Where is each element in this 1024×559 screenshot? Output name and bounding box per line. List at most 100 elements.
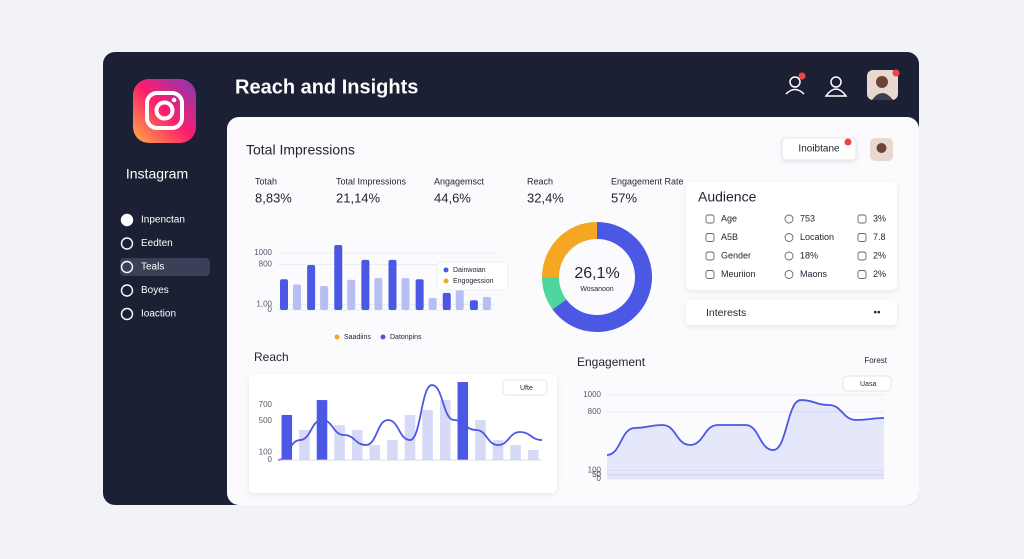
audience-icon — [784, 270, 794, 279]
engagement-title: Engagement — [577, 355, 646, 369]
legend-dot — [443, 278, 449, 284]
legend-label: Datonpins — [390, 334, 422, 341]
bar — [492, 440, 504, 460]
bar — [374, 278, 383, 310]
nav-item[interactable]: Inpenctan — [141, 215, 185, 226]
y-tick-label: 50 — [592, 470, 601, 479]
bar — [401, 278, 410, 310]
audience-card — [686, 182, 897, 290]
bar — [334, 425, 345, 460]
nav-item[interactable]: Boyes — [141, 285, 169, 296]
interests-card[interactable] — [686, 300, 897, 325]
stat-value: 8,83% — [255, 190, 292, 205]
stat-label: Angagemsct — [434, 176, 485, 186]
nav-icon — [120, 284, 134, 297]
audience-cell: 753 — [800, 213, 815, 223]
stat-label: Reach — [527, 176, 553, 186]
engagement-corner-label: Forest — [864, 356, 887, 365]
reach-dropdown[interactable] — [502, 379, 548, 396]
audience-cell: Gender — [721, 250, 751, 260]
y-tick-label: 100 — [588, 466, 602, 475]
bar — [527, 450, 539, 460]
nav-icon — [120, 260, 134, 274]
app-name: Instagram — [126, 166, 188, 182]
bar — [475, 420, 486, 460]
y-tick-label: 500 — [259, 416, 273, 425]
notification-dot — [892, 69, 900, 77]
interests-title: Interests — [706, 307, 746, 319]
y-tick-label: 1000 — [583, 390, 601, 399]
reach-title: Reach — [254, 350, 289, 364]
y-tick-label: 800 — [588, 407, 602, 416]
engagement-line — [606, 399, 885, 456]
section-title: Total Impressions — [246, 142, 355, 158]
nav-icon — [120, 213, 134, 227]
stat-label: Engagement Rate — [611, 176, 684, 186]
stat-value: 21,14% — [336, 190, 381, 205]
donut-value: 26,1% — [574, 265, 619, 282]
bar — [442, 292, 451, 310]
legend-label: Dainwoian — [453, 267, 486, 274]
bar — [293, 284, 301, 310]
stat-value: 44,6% — [434, 190, 471, 205]
audience-icon — [705, 214, 715, 224]
bar — [415, 279, 424, 310]
audience-icon — [857, 251, 867, 261]
engagement-dropdown[interactable] — [842, 375, 892, 392]
stat-label: Total Impressions — [336, 176, 407, 186]
bar — [439, 400, 451, 460]
bar — [387, 440, 398, 460]
audience-cell: 3% — [873, 213, 886, 223]
user-avatar[interactable] — [867, 70, 898, 100]
y-tick-label: 1000 — [254, 248, 272, 257]
bar — [428, 298, 437, 310]
header-icons[interactable] — [785, 76, 848, 97]
bar — [404, 414, 416, 460]
donut-segment — [542, 222, 597, 277]
stat-label: Totah — [255, 176, 277, 186]
y-tick-label: 800 — [259, 260, 273, 269]
reach-line — [277, 384, 543, 461]
stat-value: 57% — [611, 190, 637, 205]
bar — [281, 414, 293, 460]
filter-button[interactable] — [781, 137, 857, 161]
y-tick-label: 0 — [597, 474, 602, 483]
y-tick-label: 50 — [592, 470, 601, 479]
bar — [469, 300, 478, 310]
nav-item[interactable]: Ioaction — [141, 309, 176, 320]
profile-avatar[interactable] — [870, 138, 893, 161]
stat-value: 32,4% — [527, 190, 564, 205]
bar — [457, 382, 469, 460]
more-icon[interactable]: •• — [873, 308, 881, 319]
audience-icon — [705, 251, 715, 261]
bar — [388, 259, 397, 310]
bar — [334, 245, 343, 310]
audience-icon — [857, 233, 867, 242]
nav-icon — [120, 307, 134, 321]
audience-cell: A5B — [721, 232, 738, 242]
legend-dot — [443, 267, 449, 273]
audience-icon — [784, 214, 794, 224]
legend-box — [436, 261, 509, 291]
filter-button-label: Inoibtane — [798, 144, 840, 155]
app-logo[interactable] — [133, 79, 196, 143]
donut-label: Wosanoon — [580, 286, 613, 293]
audience-title: Audience — [698, 189, 757, 205]
audience-cell: 7.8 — [873, 232, 886, 242]
bar — [299, 429, 310, 460]
audience-cell: Age — [721, 213, 737, 223]
bar — [351, 429, 363, 460]
bar — [320, 286, 329, 310]
nav-item[interactable]: Teals — [141, 262, 164, 273]
engagement-area — [607, 400, 884, 479]
reach-dropdown-label: Ufte — [520, 385, 533, 392]
donut-segment — [542, 277, 567, 310]
y-tick-label: 0 — [268, 305, 273, 314]
bar — [510, 444, 521, 460]
nav-item[interactable]: Eedten — [141, 238, 173, 249]
audience-icon — [857, 214, 867, 224]
audience-cell: 2% — [873, 250, 886, 260]
bar — [369, 444, 381, 460]
page-title: Reach and Insights — [235, 76, 418, 98]
